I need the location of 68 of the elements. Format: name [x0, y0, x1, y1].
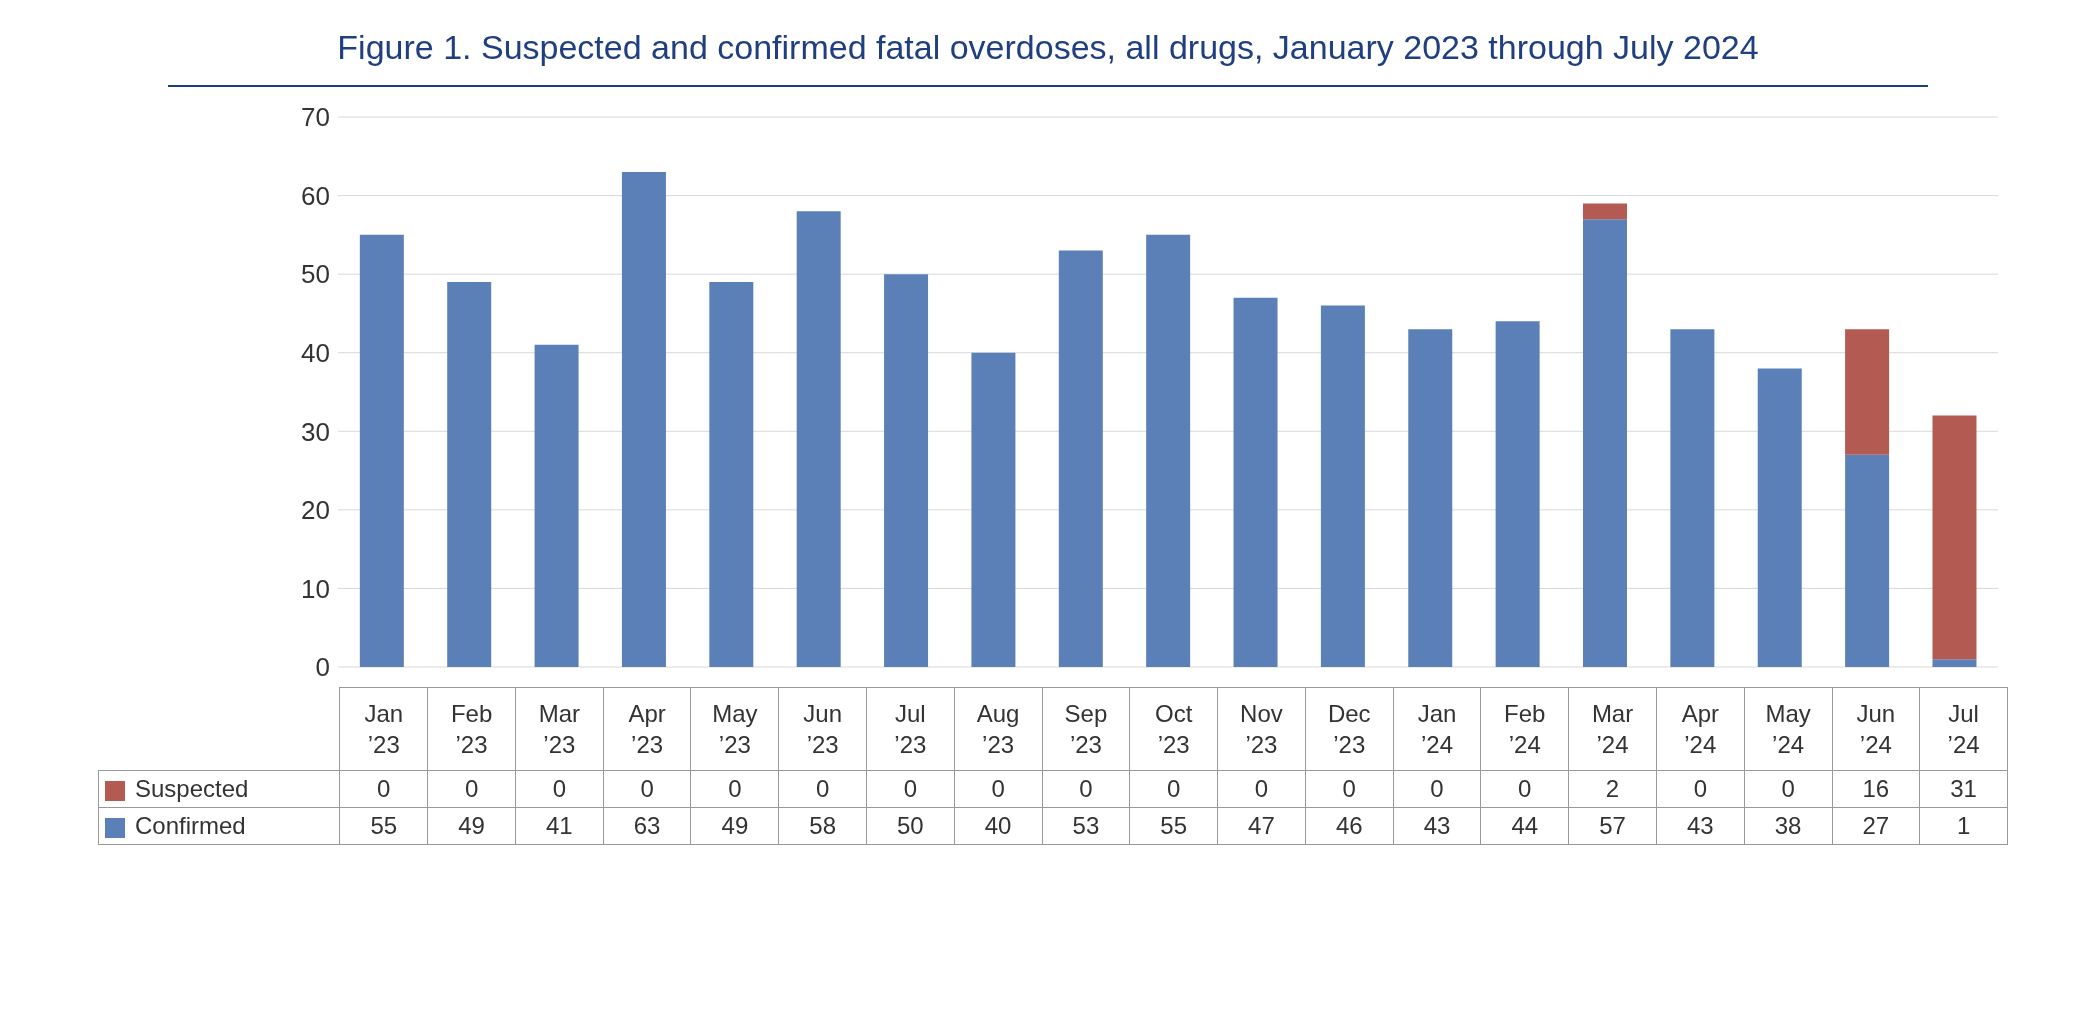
x-tick-label: Mar ’23 — [538, 699, 581, 761]
data-label: 0 — [1744, 770, 1832, 808]
data-label: 0 — [1656, 770, 1745, 808]
y-tick-label: 0 — [315, 652, 330, 683]
data-label: 0 — [866, 770, 955, 808]
x-tick-label: Aug ’23 — [976, 699, 1020, 761]
data-label: 0 — [515, 770, 604, 808]
x-tick-label: Nov ’23 — [1240, 699, 1283, 761]
data-label: 0 — [1393, 770, 1481, 808]
data-label: 47 — [1217, 807, 1306, 845]
data-label: 0 — [339, 770, 428, 808]
data-label: 16 — [1832, 770, 1920, 808]
legend-label: Confirmed — [135, 812, 246, 840]
data-label: 31 — [1919, 770, 2008, 808]
x-tick-label: Jun ’23 — [803, 699, 843, 761]
data-label: 27 — [1832, 807, 1920, 845]
x-tick-label: Feb ’23 — [450, 699, 493, 761]
data-label: 44 — [1480, 807, 1569, 845]
x-tick-label: May ’23 — [712, 699, 758, 761]
data-label: 0 — [603, 770, 691, 808]
data-label: 55 — [339, 807, 428, 845]
x-tick-label: Jan ’23 — [364, 699, 404, 761]
x-tick-label: Sep ’23 — [1064, 699, 1108, 761]
data-label: 0 — [1480, 770, 1569, 808]
y-tick-label: 70 — [301, 102, 330, 133]
data-label: 50 — [866, 807, 955, 845]
y-tick-label: 50 — [301, 259, 330, 290]
y-tick-label: 40 — [301, 337, 330, 368]
x-tick-label: Apr ’23 — [628, 699, 666, 761]
data-label: 0 — [954, 770, 1042, 808]
x-tick-label: Apr ’24 — [1681, 699, 1719, 761]
data-label: 63 — [603, 807, 691, 845]
x-tick-label: May ’24 — [1765, 699, 1811, 761]
y-tick-label: 60 — [301, 180, 330, 211]
data-label: 46 — [1305, 807, 1394, 845]
x-tick-label: Jul ’24 — [1947, 699, 1980, 761]
y-tick-label: 20 — [301, 495, 330, 526]
data-label: 0 — [427, 770, 516, 808]
data-label: 57 — [1568, 807, 1657, 845]
data-label: 0 — [690, 770, 779, 808]
chart-title: Figure 1. Suspected and confirmed fatal overdoses, all drugs, January 2023 through July 2024 — [168, 28, 1928, 87]
data-label: 0 — [778, 770, 867, 808]
data-label: 0 — [1129, 770, 1218, 808]
data-label: 55 — [1129, 807, 1218, 845]
data-label: 53 — [1042, 807, 1130, 845]
data-label: 43 — [1656, 807, 1745, 845]
y-tick-label: 30 — [301, 416, 330, 447]
x-tick-label: Feb ’24 — [1504, 699, 1546, 761]
data-label: 49 — [690, 807, 779, 845]
x-tick-label: Jun ’24 — [1856, 699, 1896, 761]
data-label: 0 — [1305, 770, 1394, 808]
legend-label: Suspected — [135, 775, 249, 803]
data-label: 49 — [427, 807, 516, 845]
data-label: 43 — [1393, 807, 1481, 845]
x-tick-label: Oct ’23 — [1154, 699, 1193, 761]
data-label: 40 — [954, 807, 1042, 845]
data-label: 2 — [1568, 770, 1657, 808]
data-label: 0 — [1217, 770, 1306, 808]
data-label: 1 — [1919, 807, 2008, 845]
data-label: 58 — [778, 807, 867, 845]
data-label: 38 — [1744, 807, 1832, 845]
data-label: 0 — [1042, 770, 1130, 808]
x-tick-label: Jan ’24 — [1417, 699, 1457, 761]
data-label: 41 — [515, 807, 604, 845]
x-tick-label: Jul ’23 — [894, 699, 927, 761]
y-tick-label: 10 — [301, 573, 330, 604]
x-tick-label: Dec ’23 — [1327, 699, 1371, 761]
x-tick-label: Mar ’24 — [1591, 699, 1634, 761]
